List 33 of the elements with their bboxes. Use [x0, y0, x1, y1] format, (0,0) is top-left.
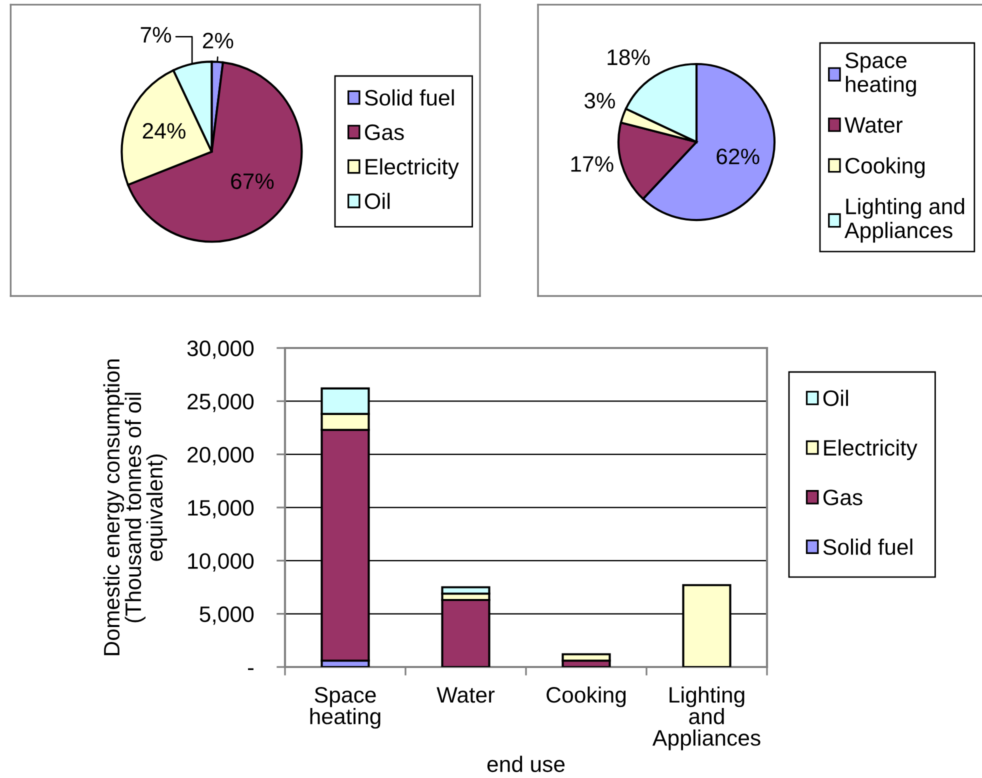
- legend-label: Oil: [364, 192, 390, 210]
- legend-label: Solid fuel: [823, 538, 912, 555]
- data-label: 7%: [140, 27, 172, 43]
- y-tick-label: 25,000: [188, 394, 254, 412]
- legend-label: Space heating: [845, 52, 916, 97]
- data-label: 62%: [716, 148, 760, 164]
- x-tick-label: Cooking: [546, 686, 626, 708]
- y-tick-label: 5,000: [200, 606, 254, 625]
- legend-label: Cooking: [846, 157, 925, 178]
- data-label: 3%: [584, 92, 615, 109]
- legend-label: Oil: [823, 390, 848, 406]
- x-tick-label: Lighting and Appliances: [652, 686, 760, 750]
- y-tick-label: 30,000: [187, 340, 254, 359]
- y-tick-label: 10,000: [188, 553, 254, 572]
- x-axis-title: end use: [487, 756, 565, 772]
- legend-label: Electricity: [366, 158, 459, 180]
- y-tick-label: 15,000: [188, 500, 254, 518]
- data-label: 17%: [571, 156, 614, 172]
- legend-label: Gas: [823, 490, 862, 506]
- data-label: 24%: [142, 123, 186, 139]
- legend-label: Gas: [365, 124, 404, 140]
- data-label: 2%: [202, 32, 234, 48]
- y-tick-label: -: [248, 668, 254, 670]
- legend-label: Solid fuel: [364, 89, 454, 106]
- x-tick-label: Space heating: [310, 687, 380, 729]
- y-tick-label: 20,000: [188, 446, 254, 466]
- data-label: 18%: [608, 49, 650, 66]
- data-label: 67%: [231, 173, 274, 190]
- legend-label: Electricity: [824, 439, 918, 460]
- y-axis-title: Domestic energy consumption (Thousand tonnes of oil equivalent): [103, 359, 168, 656]
- legend-label: Water: [844, 117, 903, 133]
- x-tick-label: Water: [436, 687, 495, 703]
- legend-label: Lighting and Appliances: [844, 198, 964, 243]
